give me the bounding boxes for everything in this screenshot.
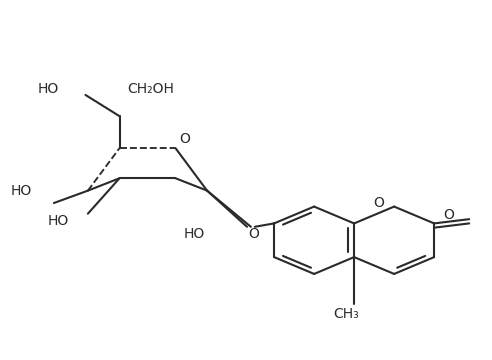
Text: CH₃: CH₃ xyxy=(334,307,359,321)
Text: O: O xyxy=(179,132,190,146)
Text: HO: HO xyxy=(184,227,205,241)
Text: HO: HO xyxy=(47,214,68,228)
Text: HO: HO xyxy=(37,82,59,95)
Text: HO: HO xyxy=(11,184,32,198)
Text: O: O xyxy=(373,196,384,210)
Text: O: O xyxy=(443,208,454,222)
Text: CH₂OH: CH₂OH xyxy=(127,82,174,95)
Text: O: O xyxy=(248,227,259,241)
